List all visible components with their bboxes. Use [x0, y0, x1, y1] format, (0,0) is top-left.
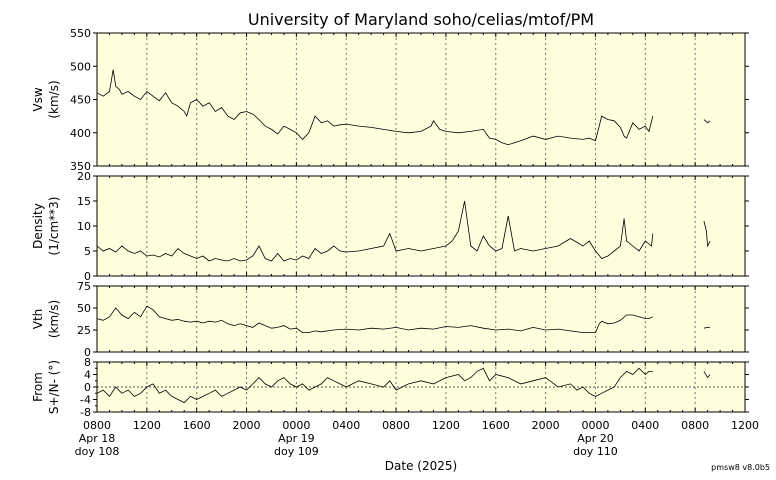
series-line	[96, 367, 653, 404]
y-tick-label: 350	[70, 160, 91, 173]
y-axis-label: Vsw	[31, 87, 45, 111]
x-tick-label: 2000	[532, 419, 560, 432]
panel-background	[97, 33, 745, 166]
series-line	[96, 305, 653, 334]
y-axis-label: Density	[31, 203, 45, 249]
x-tick-label: 1200	[731, 419, 759, 432]
x-tick-label: 0000	[581, 419, 609, 432]
y-tick-label: 0	[84, 381, 91, 394]
x-tick-sublabel: doy 110	[573, 445, 618, 458]
y-tick-label: 5	[84, 245, 91, 258]
series-line	[703, 220, 711, 248]
y-tick-label: 15	[77, 195, 91, 208]
x-tick-sublabel: doy 108	[75, 445, 120, 458]
x-tick-label: 0800	[83, 419, 111, 432]
y-axis-label: From	[31, 372, 45, 402]
x-tick-sublabel: Apr 18	[79, 432, 116, 445]
panel-background	[97, 286, 745, 352]
series-line	[703, 326, 711, 329]
x-tick-label: 0400	[631, 419, 659, 432]
y-tick-label: 75	[77, 280, 91, 293]
y-tick-label: 550	[70, 27, 91, 40]
x-tick-label: 0400	[332, 419, 360, 432]
x-tick-sublabel: Apr 19	[278, 432, 315, 445]
y-tick-label: 400	[70, 127, 91, 140]
y-tick-label: 8	[84, 356, 91, 369]
series-line	[703, 371, 711, 379]
y-tick-label: 450	[70, 94, 91, 107]
y-tick-label: 10	[77, 220, 91, 233]
y-tick-label: 0	[84, 346, 91, 359]
y-tick-label: 4	[84, 369, 91, 382]
x-tick-label: 1200	[432, 419, 460, 432]
y-axis-label: (1/cm**3)	[47, 197, 61, 256]
y-tick-label: 50	[77, 302, 91, 315]
x-tick-sublabel: doy 109	[274, 445, 319, 458]
x-tick-label: 0000	[282, 419, 310, 432]
version-label: pmsw8 v8.0b5	[711, 463, 770, 472]
x-tick-label: 1600	[183, 419, 211, 432]
x-tick-label: 0800	[681, 419, 709, 432]
y-axis-label: (km/s)	[47, 80, 61, 118]
x-tick-label: 1200	[133, 419, 161, 432]
y-axis-label: (km/s)	[47, 300, 61, 338]
y-tick-label: 0	[84, 270, 91, 283]
panel-1: 0 5 10 15 20 Density (1/cm**3)	[31, 170, 749, 283]
chart-title: University of Maryland soho/celias/mtof/…	[248, 10, 594, 29]
x-tick-sublabel: Apr 20	[577, 432, 614, 445]
series-line	[703, 119, 711, 124]
x-axis-label: Date (2025)	[385, 459, 457, 473]
x-tick-label: 2000	[233, 419, 261, 432]
x-tick-label: 1600	[482, 419, 510, 432]
x-tick-label: 0800	[382, 419, 410, 432]
series-line	[96, 69, 654, 146]
y-tick-label: 20	[77, 170, 91, 183]
y-tick-label: 500	[70, 60, 91, 73]
y-axis-label: S+/N- (°)	[47, 360, 61, 414]
panel-2: 0 25 50 75 Vth (km/s)	[31, 280, 749, 359]
y-tick-label: -8	[80, 406, 91, 419]
y-tick-label: 25	[77, 324, 91, 337]
panel-0: 350 400 450 500 550 Vsw (km/s)	[31, 27, 749, 173]
y-tick-label: -4	[80, 394, 91, 407]
panel-background	[97, 176, 745, 276]
y-axis-label: Vth	[31, 309, 45, 330]
series-line	[96, 200, 654, 262]
